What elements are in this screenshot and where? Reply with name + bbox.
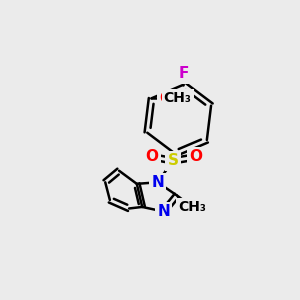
Text: CH₃: CH₃ <box>178 200 206 214</box>
Text: O: O <box>159 91 172 106</box>
Text: O: O <box>190 149 202 164</box>
Text: F: F <box>178 67 189 82</box>
Text: CH₃: CH₃ <box>164 91 192 105</box>
Text: O: O <box>146 149 159 164</box>
Text: S: S <box>167 153 178 168</box>
Text: N: N <box>151 175 164 190</box>
Text: N: N <box>158 204 170 219</box>
